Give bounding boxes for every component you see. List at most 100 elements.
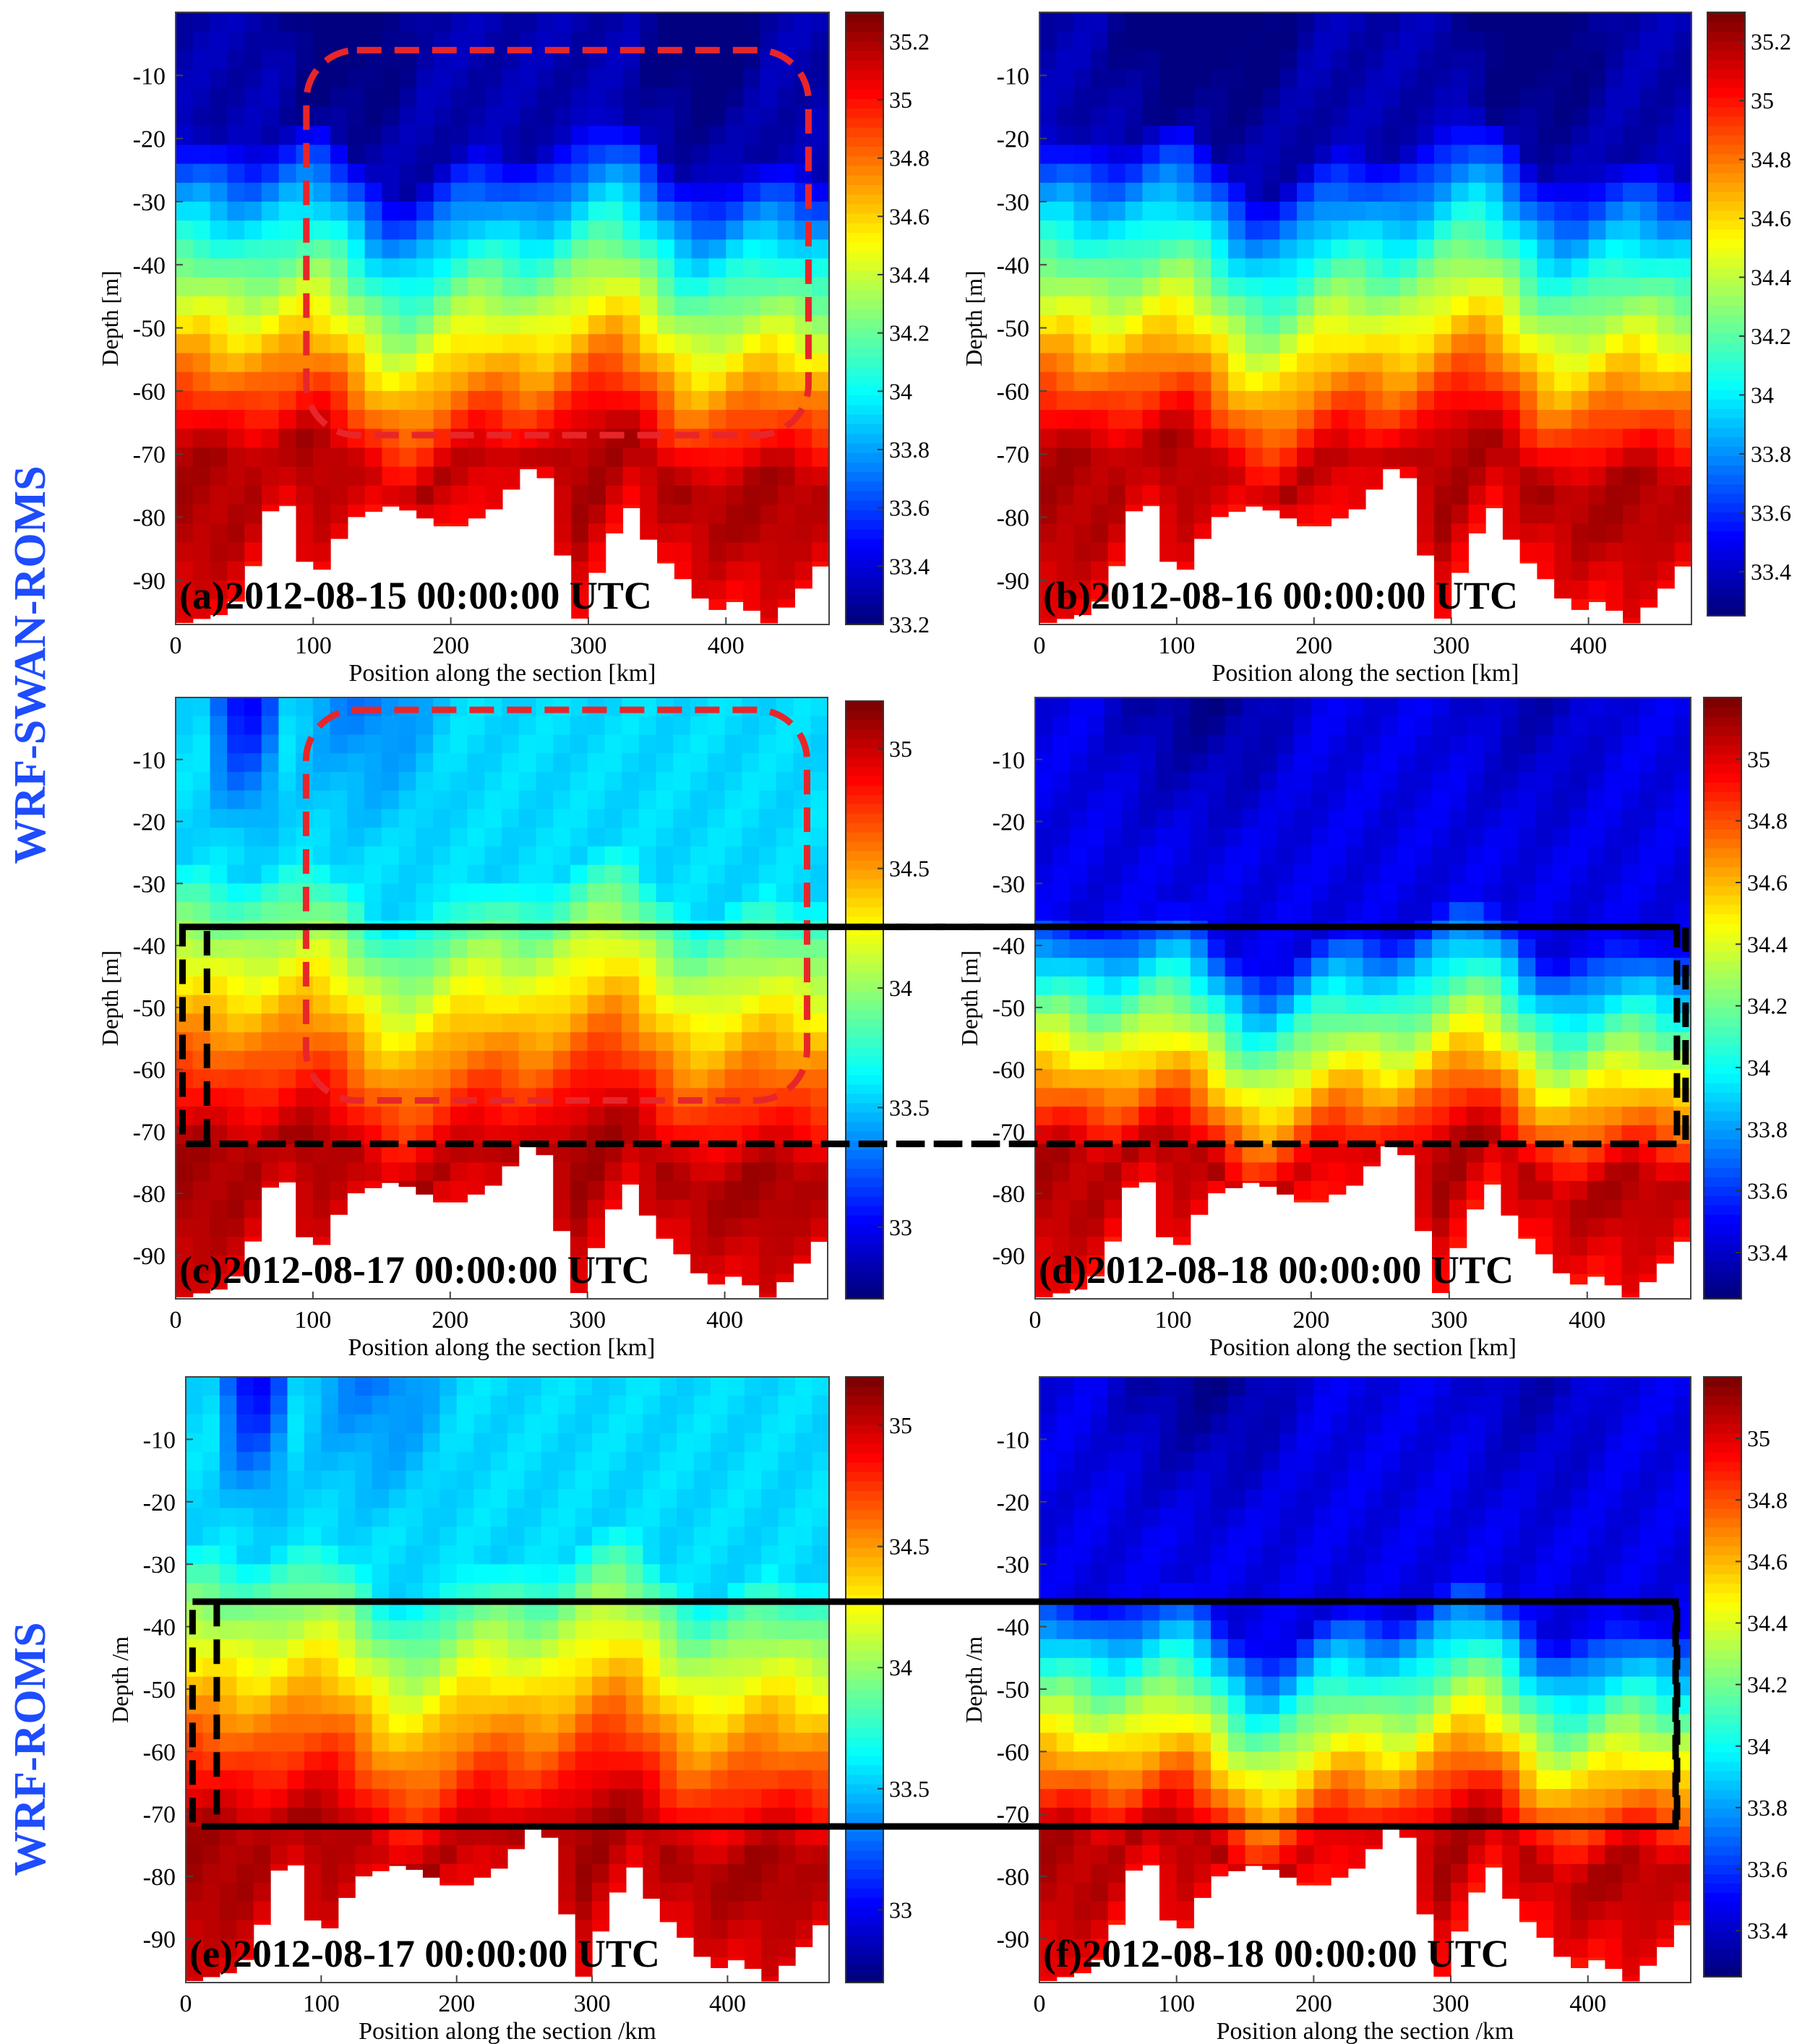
- heatmap-cell: [176, 1199, 194, 1219]
- heatmap-cell: [484, 958, 502, 977]
- heatmap-cell: [1156, 790, 1174, 810]
- heatmap-cell: [210, 372, 228, 392]
- heatmap-cell: [467, 864, 485, 884]
- heatmap-cell: [1073, 466, 1092, 486]
- heatmap-cell: [1399, 390, 1418, 411]
- heatmap-cell: [1345, 958, 1364, 977]
- heatmap-cell: [1380, 846, 1398, 866]
- heatmap-cell: [810, 1162, 828, 1182]
- heatmap-cell: [261, 258, 280, 278]
- heatmap-cell: [1674, 523, 1692, 544]
- heatmap-cell: [210, 734, 228, 754]
- colorbar-swatch: [1707, 153, 1745, 164]
- heatmap-cell: [674, 561, 692, 580]
- heatmap-cell: [382, 163, 400, 184]
- heatmap-cell: [1348, 220, 1366, 240]
- heatmap-cell: [1056, 145, 1074, 165]
- heatmap-cell: [176, 828, 194, 847]
- heatmap-cell: [1348, 334, 1366, 354]
- heatmap-cell: [1104, 771, 1122, 791]
- heatmap-cell: [691, 523, 710, 544]
- heatmap-cell: [1345, 976, 1364, 996]
- heatmap-cell: [1604, 1218, 1623, 1237]
- colorbar-swatch: [846, 1018, 883, 1029]
- heatmap-cell: [450, 390, 468, 411]
- heatmap-cell: [657, 258, 675, 278]
- heatmap-cell: [1262, 447, 1280, 468]
- heatmap-cell: [1588, 87, 1606, 108]
- heatmap-cell: [1588, 561, 1606, 581]
- heatmap-cell: [554, 447, 572, 468]
- heatmap-cell: [519, 12, 538, 32]
- heatmap-cell: [657, 429, 675, 449]
- colorbar-swatch: [1704, 1177, 1741, 1187]
- heatmap-cell: [227, 504, 245, 524]
- heatmap-cell: [776, 753, 794, 773]
- heatmap-cell: [1193, 504, 1211, 524]
- heatmap-cell: [202, 1508, 220, 1527]
- heatmap-cell: [192, 334, 211, 354]
- heatmap-cell: [296, 716, 314, 735]
- colorbar-swatch: [1707, 587, 1745, 598]
- heatmap-cell: [176, 296, 194, 316]
- heatmap-cell: [1639, 753, 1657, 773]
- heatmap-cell: [1432, 976, 1450, 996]
- heatmap-cell: [1176, 163, 1195, 184]
- heatmap-cell: [1569, 864, 1588, 884]
- colorbar-swatch: [1704, 1158, 1741, 1168]
- heatmap-cell: [1621, 1218, 1639, 1237]
- heatmap-cell: [176, 485, 194, 505]
- heatmap-cell: [1518, 995, 1536, 1014]
- heatmap-cell: [1107, 315, 1126, 335]
- heatmap-cell: [1121, 771, 1139, 791]
- heatmap-cell: [519, 220, 538, 240]
- heatmap-cell: [1415, 809, 1433, 828]
- heatmap-cell: [793, 1255, 811, 1264]
- heatmap-cell: [1311, 809, 1329, 828]
- heatmap-cell: [519, 277, 538, 297]
- heatmap-cell: [1365, 12, 1384, 32]
- heatmap-cell: [227, 753, 245, 773]
- heatmap-cell: [674, 239, 692, 259]
- colorbar-swatch: [846, 452, 883, 463]
- heatmap-cell: [1331, 163, 1349, 184]
- heatmap-cell: [1225, 846, 1243, 866]
- heatmap-cell: [657, 202, 675, 221]
- heatmap-cell: [1297, 372, 1315, 392]
- heatmap-cell: [1245, 107, 1264, 126]
- heatmap-cell: [1518, 958, 1536, 977]
- heatmap-cell: [553, 771, 571, 791]
- heatmap-cell: [1328, 1013, 1347, 1033]
- heatmap-cell: [1397, 828, 1415, 847]
- heatmap-cell: [1279, 107, 1298, 126]
- heatmap-cell: [1399, 202, 1418, 221]
- heatmap-cell: [1656, 1050, 1674, 1070]
- heatmap-cell: [1107, 390, 1126, 411]
- heatmap-cell: [244, 958, 262, 977]
- heatmap-cell: [587, 809, 605, 828]
- heatmap-cell: [210, 542, 228, 562]
- heatmap-cell: [484, 1013, 502, 1033]
- heatmap-cell: [1605, 315, 1624, 335]
- heatmap-cell: [278, 390, 297, 411]
- heatmap-cell: [244, 1218, 262, 1237]
- heatmap-cell: [398, 790, 416, 810]
- heatmap-cell: [1537, 182, 1555, 202]
- heatmap-cell: [261, 485, 280, 505]
- heatmap-cell: [1125, 145, 1143, 165]
- heatmap-cell: [227, 69, 245, 89]
- heatmap-cell: [1073, 410, 1092, 429]
- heatmap-cell: [1380, 790, 1398, 810]
- heatmap-cell: [1451, 542, 1469, 562]
- heatmap-cell: [347, 1181, 365, 1193]
- heatmap-cell: [1571, 277, 1590, 297]
- heatmap-cell: [622, 182, 640, 202]
- heatmap-cell: [571, 220, 589, 240]
- heatmap-cell: [1228, 277, 1246, 297]
- colorbar-swatch: [1704, 848, 1741, 858]
- heatmap-cell: [244, 182, 262, 202]
- heatmap-cell: [1242, 1069, 1260, 1088]
- heatmap-cell: [1415, 734, 1433, 754]
- heatmap-cell: [690, 1069, 708, 1088]
- heatmap-cell: [691, 580, 710, 599]
